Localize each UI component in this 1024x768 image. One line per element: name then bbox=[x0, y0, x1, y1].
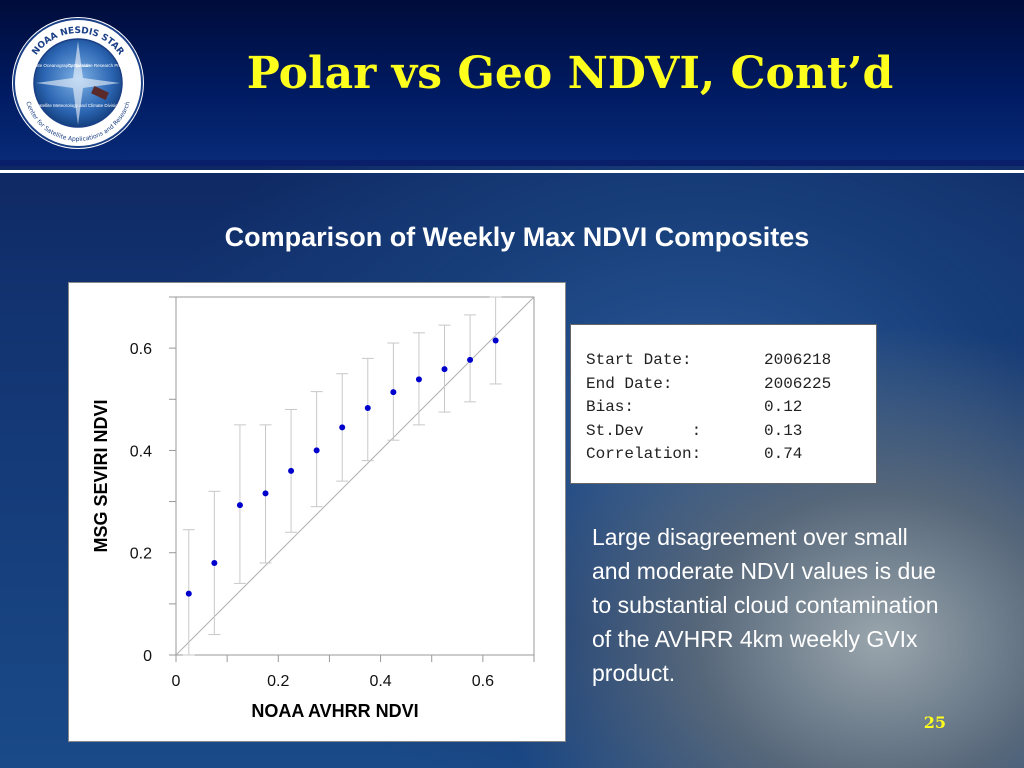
data-point bbox=[236, 502, 243, 509]
stats-row-correlation: Correlation: 0.74 bbox=[586, 443, 876, 467]
data-point bbox=[441, 366, 448, 373]
stats-row-end-date: End Date: 2006225 bbox=[586, 373, 876, 397]
stats-label: Correlation: bbox=[586, 445, 702, 463]
noaa-nesdis-star-logo: NOAA NESDIS STAR Center for Satellite Ap… bbox=[12, 17, 144, 149]
stats-label: St.Dev : bbox=[586, 421, 702, 440]
data-point bbox=[467, 356, 474, 363]
chart-panel: 0 0.2 0.4 0.6 0 0.2 0.4 0.6 NOAA AVHRR NDVI MSG S… bbox=[68, 282, 566, 742]
stats-label: Bias: bbox=[586, 398, 635, 416]
y-tick-label: 0 bbox=[143, 648, 152, 665]
data-point bbox=[492, 337, 499, 344]
data-point bbox=[185, 590, 192, 597]
logo-quadrant-3: Satellite Meteorology and Climate Divisi… bbox=[36, 103, 121, 108]
stats-value: 0.13 bbox=[764, 421, 803, 440]
logo-quadrant-2: Cooperative Research Program bbox=[68, 63, 132, 68]
slide-header: NOAA NESDIS STAR Center for Satellite Ap… bbox=[0, 0, 1024, 160]
data-point bbox=[262, 490, 269, 497]
stats-value: 2006225 bbox=[764, 374, 832, 393]
data-point bbox=[415, 376, 422, 383]
stats-row-bias: Bias: 0.12 bbox=[586, 396, 876, 420]
data-point bbox=[313, 447, 320, 454]
ndvi-scatter-chart: 0 0.2 0.4 0.6 0 0.2 0.4 0.6 NOAA AVHRR NDVI MSG S… bbox=[91, 296, 535, 721]
reference-line bbox=[175, 296, 535, 656]
data-point bbox=[288, 467, 295, 474]
stats-row-start-date: Start Date: 2006218 bbox=[586, 349, 876, 373]
page-number: 25 bbox=[923, 713, 946, 732]
x-axis-label: NOAA AVHRR NDVI bbox=[251, 701, 418, 721]
logo-quadrant-1: Satellite Oceanography Division bbox=[26, 63, 90, 68]
plot-frame bbox=[175, 296, 535, 656]
y-tick-label: 0.2 bbox=[130, 546, 152, 563]
y-axis-label: MSG SEVIRI NDVI bbox=[91, 399, 111, 552]
slide-title: Polar vs Geo NDVI, Cont’d bbox=[246, 48, 894, 99]
x-tick-label: 0.2 bbox=[267, 673, 289, 690]
x-tick-label: 0.6 bbox=[472, 673, 494, 690]
stats-label: End Date: bbox=[586, 374, 673, 393]
stats-value: 0.12 bbox=[764, 398, 803, 416]
data-point bbox=[364, 404, 371, 411]
y-tick-label: 0.4 bbox=[130, 443, 152, 460]
data-point bbox=[211, 559, 218, 566]
stats-panel: Start Date: 2006218 End Date: 2006225 Bi… bbox=[570, 324, 877, 484]
header-rule-white bbox=[0, 170, 1024, 173]
stats-value: 0.74 bbox=[764, 445, 803, 463]
stats-value: 2006218 bbox=[764, 351, 832, 369]
data-point bbox=[339, 424, 346, 431]
slide-subtitle: Comparison of Weekly Max NDVI Composites bbox=[224, 222, 810, 252]
slide-note: Large disagreement over small and modera… bbox=[592, 524, 939, 686]
x-tick-label: 0.4 bbox=[369, 673, 391, 690]
header-rule bbox=[0, 160, 1024, 166]
y-tick-label: 0.6 bbox=[130, 341, 152, 358]
stats-label: Start Date: bbox=[586, 351, 692, 369]
data-point bbox=[390, 389, 397, 396]
stats-row-stdev: St.Dev : 0.13 bbox=[586, 420, 876, 444]
x-tick-label: 0 bbox=[172, 673, 181, 690]
